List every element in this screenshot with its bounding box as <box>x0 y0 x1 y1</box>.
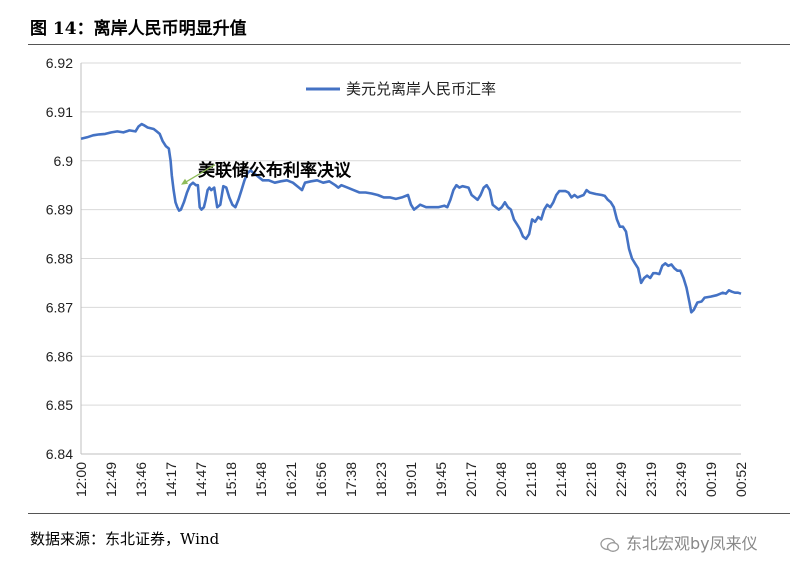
wechat-icon <box>600 537 620 552</box>
y-axis: 6.84 6.85 6.86 6.87 6.88 6.89 6.9 6.91 6.92 <box>46 55 741 462</box>
annotation-arrowhead <box>181 178 189 185</box>
x-tick-label: 23:19 <box>643 462 659 497</box>
grid-lines <box>81 62 741 455</box>
legend: 美元兑离岸人民币汇率 <box>306 80 496 98</box>
x-tick-label: 21:18 <box>523 462 539 497</box>
x-tick-label: 16:56 <box>313 462 329 497</box>
x-tick-label: 22:18 <box>583 462 599 497</box>
x-tick-label: 15:48 <box>253 462 269 497</box>
x-tick-label: 22:49 <box>613 462 629 497</box>
y-tick-label: 6.87 <box>46 299 73 315</box>
y-tick-label: 6.85 <box>46 397 73 413</box>
y-tick-label: 6.9 <box>54 153 74 169</box>
bottom-rule <box>28 513 790 514</box>
watermark-text: 东北宏观by凤来仪 <box>626 534 758 553</box>
x-tick-label: 00:19 <box>703 462 719 497</box>
x-tick-label: 14:47 <box>193 462 209 497</box>
plot-area <box>80 122 742 314</box>
top-rule <box>28 44 790 45</box>
source-note: 数据来源：东北证券，Wind <box>30 530 220 548</box>
x-tick-label: 13:46 <box>133 462 149 497</box>
y-tick-label: 6.89 <box>46 202 73 218</box>
x-tick-label: 12:00 <box>73 462 89 497</box>
legend-label: 美元兑离岸人民币汇率 <box>346 80 496 98</box>
y-tick-label: 6.88 <box>46 251 73 267</box>
y-tick-label: 6.84 <box>46 446 73 462</box>
x-tick-label: 14:17 <box>163 462 179 497</box>
watermark: 东北宏观by凤来仪 <box>600 530 758 554</box>
x-tick-label: 00:52 <box>733 462 749 497</box>
x-tick-label: 23:49 <box>673 462 689 497</box>
x-tick-label: 19:01 <box>403 462 419 497</box>
x-tick-label: 19:45 <box>433 462 449 497</box>
x-axis: 12:00 12:49 13:46 14:17 14:47 15:18 15:48 16:21… <box>73 462 749 497</box>
x-tick-label: 16:21 <box>283 462 299 497</box>
y-tick-label: 6.91 <box>46 104 73 120</box>
annotation-arrow <box>182 164 216 185</box>
x-tick-label: 15:18 <box>223 462 239 497</box>
y-tick-label: 6.92 <box>46 55 73 71</box>
x-tick-label: 18:23 <box>373 462 389 497</box>
x-tick-label: 20:17 <box>463 462 479 497</box>
figure-title: 图 14：离岸人民币明显升值 <box>30 19 247 39</box>
annotation: 美联储公布利率决议 <box>181 160 352 185</box>
x-tick-label: 12:49 <box>103 462 119 497</box>
y-tick-label: 6.86 <box>46 348 73 364</box>
x-tick-label: 17:38 <box>343 462 359 497</box>
x-tick-label: 20:48 <box>493 462 509 497</box>
x-tick-label: 21:48 <box>553 462 569 497</box>
annotation-text: 美联储公布利率决议 <box>198 160 352 181</box>
series-line <box>80 122 742 314</box>
line-chart: 6.84 6.85 6.86 6.87 6.88 6.89 6.9 6.91 6.92 12:0… <box>46 55 749 497</box>
